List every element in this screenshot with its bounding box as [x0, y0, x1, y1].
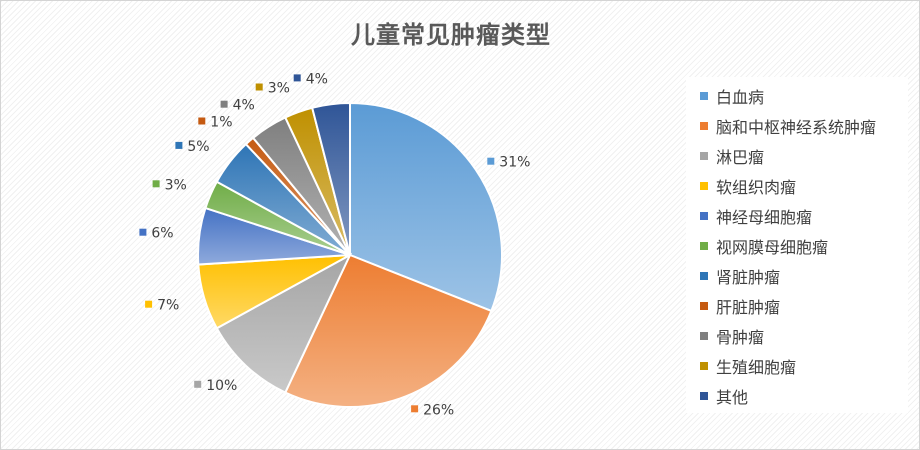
- legend-item: 肝脏肿瘤: [700, 295, 780, 317]
- pie-slice: [283, 253, 493, 408]
- legend-label: 骨肿瘤: [716, 328, 765, 347]
- pie-slice: [310, 101, 351, 256]
- legend-item: 肾脏肿瘤: [700, 265, 780, 287]
- legend-label: 白血病: [716, 88, 765, 107]
- chart-title: 儿童常见肿瘤类型: [351, 21, 551, 49]
- legend-swatch: [700, 332, 708, 340]
- legend-label: 肾脏肿瘤: [716, 268, 781, 287]
- data-label-marker: [145, 300, 153, 308]
- data-label-marker: [293, 74, 301, 82]
- legend-label: 淋巴瘤: [716, 148, 765, 167]
- legend-item: 视网膜母细胞瘤: [700, 235, 828, 257]
- legend-swatch: [700, 212, 708, 220]
- data-label: 6%: [151, 226, 173, 242]
- legend-swatch: [700, 152, 708, 160]
- legend-item: 白血病: [700, 85, 764, 107]
- legend-item: 淋巴瘤: [700, 145, 764, 167]
- data-label: 4%: [233, 98, 255, 114]
- legend-item: 骨肿瘤: [700, 325, 764, 347]
- data-label-marker: [198, 117, 206, 125]
- legend-swatch: [700, 242, 708, 250]
- data-label: 4%: [306, 71, 328, 87]
- data-label: 3%: [165, 177, 187, 193]
- data-label-marker: [175, 141, 183, 149]
- legend-label: 软组织肉瘤: [716, 178, 797, 197]
- legend-label: 神经母细胞瘤: [716, 208, 813, 227]
- legend-swatch: [700, 392, 708, 400]
- pie-slice: [215, 252, 353, 394]
- data-label-marker: [194, 380, 202, 388]
- data-label: 10%: [206, 378, 237, 394]
- legend-item: 软组织肉瘤: [700, 175, 796, 197]
- legend-item: 神经母细胞瘤: [700, 205, 812, 227]
- data-label-marker: [487, 157, 495, 165]
- legend-label: 视网膜母细胞瘤: [716, 238, 829, 257]
- data-label: 1%: [210, 115, 232, 131]
- data-label: 26%: [423, 402, 454, 418]
- data-label: 3%: [268, 81, 290, 97]
- legend-label: 生殖细胞瘤: [716, 358, 797, 377]
- legend-swatch: [700, 362, 708, 370]
- legend-swatch: [700, 272, 708, 280]
- legend-swatch: [700, 92, 708, 100]
- legend-swatch: [700, 122, 708, 130]
- legend-swatch: [700, 302, 708, 310]
- data-label: 31%: [499, 155, 530, 171]
- data-label: 5%: [187, 139, 209, 155]
- legend: 白血病脑和中枢神经系统肿瘤 淋巴瘤软组织肉瘤神经母细胞瘤 视网膜母细胞瘤 肾脏肿瘤肝脏…: [686, 77, 908, 413]
- legend-swatch: [700, 182, 708, 190]
- legend-label: 脑和中枢神经系统肿瘤: [716, 118, 877, 137]
- data-label-marker: [152, 180, 160, 188]
- legend-label: 其他: [716, 388, 749, 407]
- legend-item: 生殖细胞瘤: [700, 355, 796, 377]
- legend-item: 其他: [700, 385, 748, 407]
- data-label-marker: [139, 228, 147, 236]
- data-label-marker: [220, 100, 228, 108]
- data-label-marker: [255, 83, 263, 91]
- pie-slice: [349, 101, 503, 313]
- legend-item: 脑和中枢神经系统肿瘤: [700, 115, 876, 137]
- data-label-marker: [411, 405, 419, 413]
- legend-label: 肝脏肿瘤: [716, 298, 781, 317]
- data-label: 7%: [157, 298, 179, 314]
